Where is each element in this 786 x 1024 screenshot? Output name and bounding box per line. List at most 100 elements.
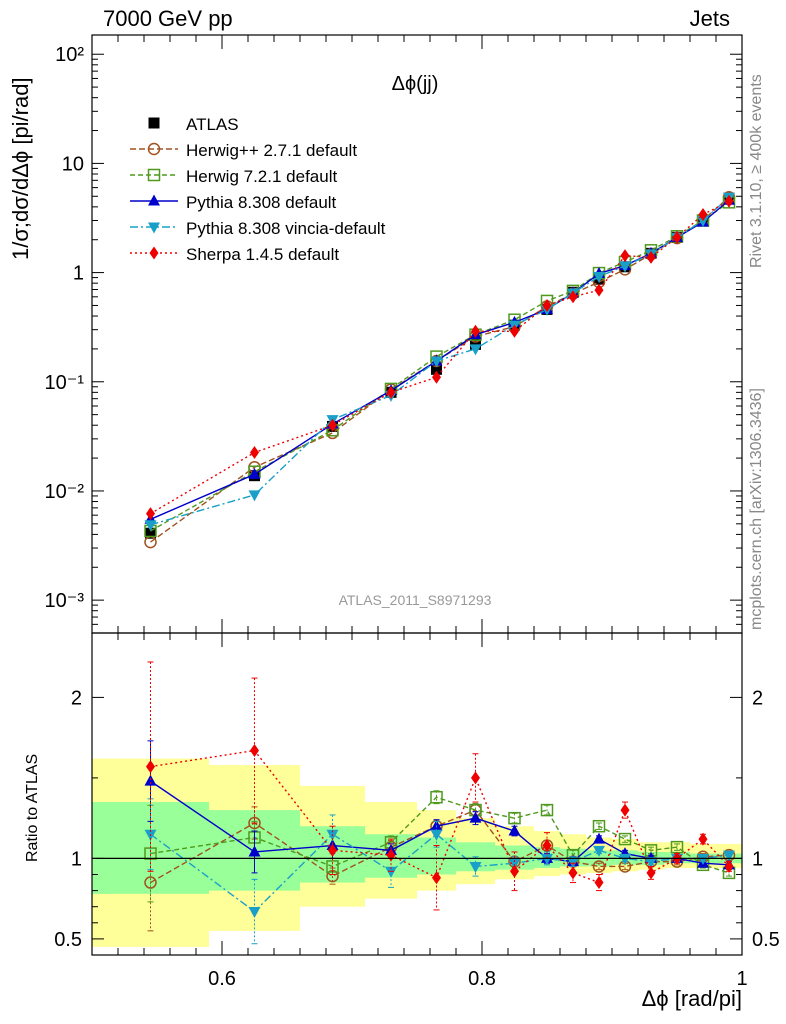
series-point <box>594 283 604 297</box>
series-point <box>593 272 605 284</box>
header-energy: 7000 GeV pp <box>103 6 233 31</box>
legend-marker <box>147 168 161 182</box>
ratio-y-tick-label-left: 0.5 <box>54 929 82 951</box>
ratio-point <box>328 843 337 857</box>
ratio-point <box>248 845 261 857</box>
series-point <box>146 507 155 521</box>
header-observable-group: Jets <box>689 6 730 31</box>
series-point <box>248 467 261 479</box>
ratio-point <box>568 866 578 880</box>
ratio-point <box>540 803 554 817</box>
series-point <box>568 290 578 304</box>
ratio-point <box>593 832 605 844</box>
legend-entry: Pythia 8.308 default <box>130 193 337 212</box>
series-line <box>150 200 730 515</box>
legend-entry: Herwig 7.2.1 default <box>130 167 337 186</box>
ratio-point <box>250 744 259 758</box>
series-point <box>145 527 156 539</box>
legend-marker <box>148 222 160 234</box>
ratio-point <box>594 876 604 890</box>
series-point <box>646 250 656 264</box>
ratio-point <box>430 829 443 841</box>
analysis-watermark: ATLAS_2011_S8971293 <box>339 592 492 608</box>
ratio-series-line <box>150 833 730 913</box>
main-y-tick-label: 10 <box>62 153 84 175</box>
ratio-point <box>645 857 657 869</box>
legend-label: Herwig 7.2.1 default <box>186 167 337 186</box>
ratio-y-tick-label-right: 0.5 <box>752 929 780 951</box>
ratio-point <box>432 871 441 885</box>
ratio-point <box>508 811 521 825</box>
ratio-point <box>618 832 632 846</box>
x-tick-label: 1 <box>736 968 747 990</box>
main-y-tick-label: 10⁻³ <box>45 590 85 612</box>
ratio-point <box>510 864 519 878</box>
ratio-point <box>469 811 482 823</box>
legend-marker <box>148 117 160 129</box>
ratio-point <box>724 859 734 873</box>
series-point <box>470 338 481 350</box>
series-point <box>542 298 552 312</box>
ratio-point <box>430 790 443 804</box>
ratio-y-tick-label-right: 1 <box>752 848 763 870</box>
series-point <box>248 490 261 502</box>
ratio-point <box>430 819 443 831</box>
series-point <box>620 249 630 263</box>
legend-marker <box>147 142 161 156</box>
series-point <box>328 418 337 432</box>
legend-label: ATLAS <box>186 115 239 134</box>
series-point <box>250 445 259 459</box>
legend-entry: ATLAS <box>148 115 239 134</box>
ratio-point <box>248 816 261 830</box>
series-point <box>471 324 480 338</box>
series-point <box>144 520 157 532</box>
legend-marker <box>149 246 159 260</box>
legend-label: Sherpa 1.4.5 default <box>186 245 339 264</box>
ratio-point <box>541 853 553 865</box>
ratio-point <box>592 819 606 833</box>
legend-marker <box>148 194 160 206</box>
ratio-point <box>567 857 579 869</box>
ratio-point <box>723 850 735 862</box>
ratio-y-tick-label-right: 2 <box>752 687 763 709</box>
ratio-stat-uncertainty-band <box>417 837 456 875</box>
ratio-point <box>469 861 482 873</box>
series-point <box>432 370 441 384</box>
series-point <box>672 230 682 244</box>
legend-entry: Pythia 8.308 vincia-default <box>130 219 386 238</box>
series-point <box>430 356 443 368</box>
series-point <box>619 261 631 273</box>
ratio-point <box>619 853 631 865</box>
ratio-point <box>471 771 480 785</box>
main-y-tick-label: 1 <box>73 263 84 285</box>
main-y-tick-label: 10⁻¹ <box>45 372 85 394</box>
ratio-y-tick-label-left: 2 <box>71 687 82 709</box>
ratio-point <box>144 774 157 786</box>
main-y-tick-label: 10² <box>55 44 84 66</box>
ratio-point <box>248 907 261 919</box>
series-point <box>431 363 442 375</box>
ratio-point <box>146 760 155 774</box>
legend-label: Pythia 8.308 vincia-default <box>186 219 386 238</box>
ratio-point <box>593 845 605 857</box>
series-point <box>697 215 709 227</box>
ratio-point <box>592 860 606 873</box>
series-point <box>386 385 396 399</box>
plot-title: Δϕ(jj) <box>392 73 439 95</box>
ratio-point <box>646 866 656 880</box>
ratio-point <box>508 824 521 836</box>
ratio-point <box>698 832 708 846</box>
x-axis-label: Δϕ [rad/pi] <box>641 986 742 1011</box>
series-point <box>698 208 708 222</box>
ratio-point <box>144 876 157 889</box>
series-point <box>510 324 519 338</box>
ratio-y-tick-label-left: 1 <box>71 848 82 870</box>
ratio-point <box>542 839 552 853</box>
main-y-tick-label: 10⁻² <box>45 481 85 503</box>
series-point <box>469 344 482 356</box>
series-point <box>724 194 734 208</box>
ratio-point <box>620 803 630 817</box>
legend-label: Pythia 8.308 default <box>186 193 337 212</box>
x-tick-label: 0.8 <box>468 968 496 990</box>
